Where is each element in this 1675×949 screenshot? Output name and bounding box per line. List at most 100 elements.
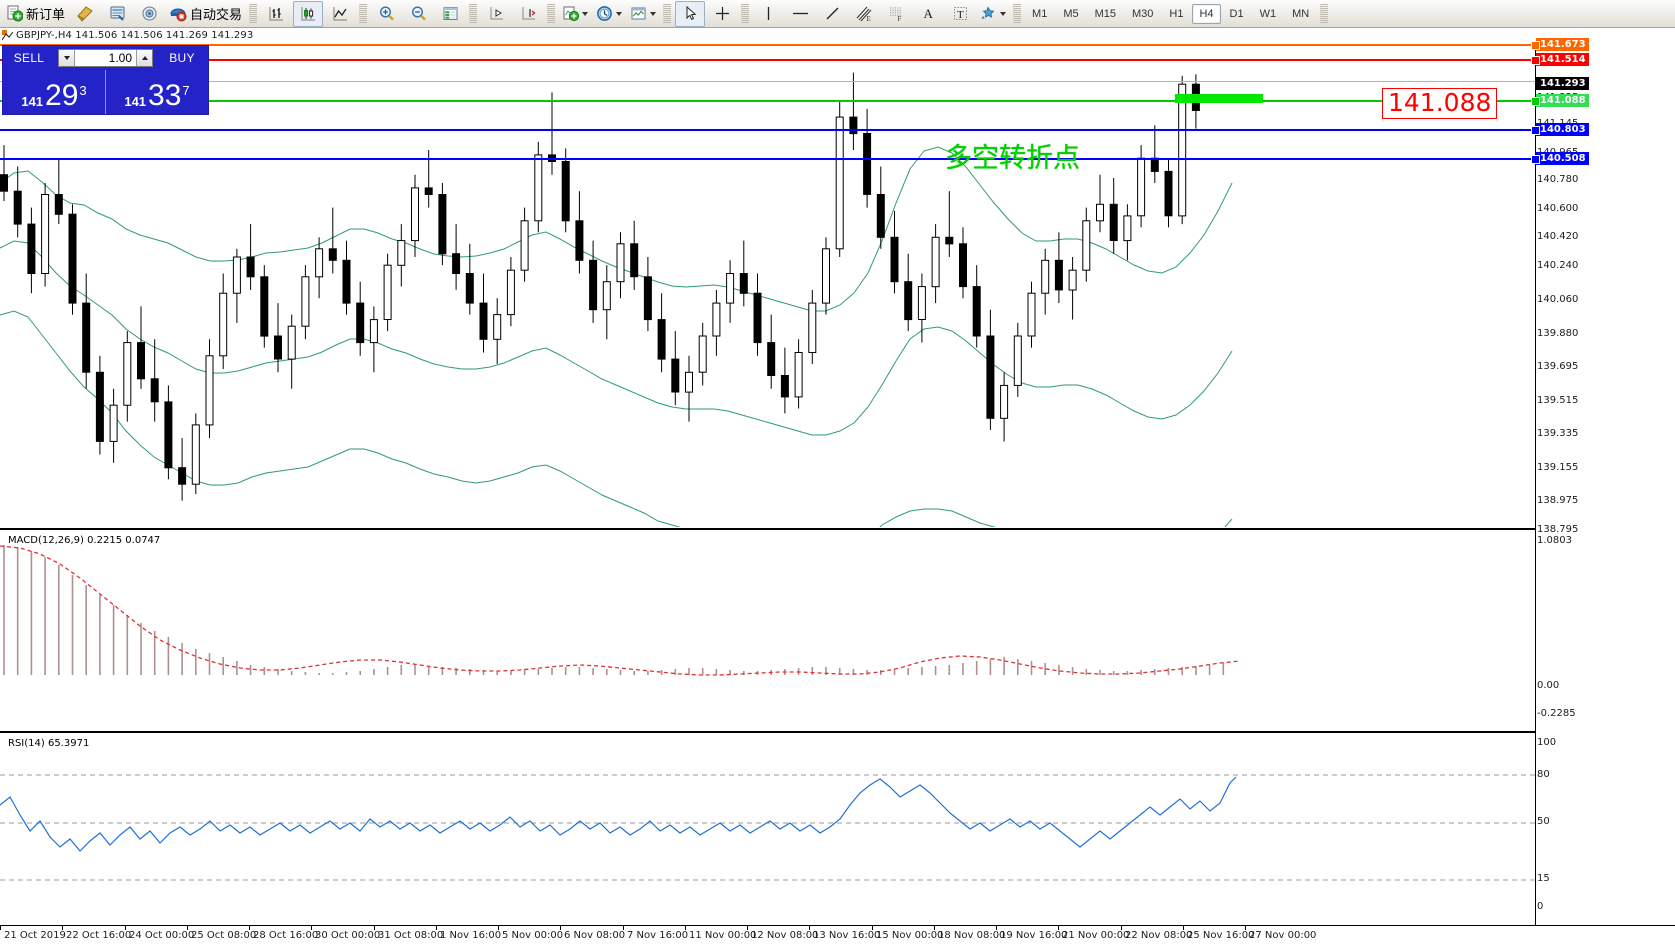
price-tag-140803[interactable]: 140.803: [1536, 123, 1589, 136]
indicators-button[interactable]: [559, 1, 591, 27]
chevron-down-icon[interactable]: [616, 11, 623, 16]
timeframe-m15[interactable]: M15: [1094, 7, 1116, 20]
chart-body[interactable]: 多空转折点 MACD(12,26,9) 0.2215 0.0747 RSI(14…: [0, 38, 1675, 927]
price-line-141088-support[interactable]: [0, 100, 1535, 102]
sell-price-mid: 29: [45, 79, 79, 112]
line-chart-button[interactable]: [325, 1, 355, 27]
date-tick: [187, 925, 188, 930]
text-icon: A: [921, 5, 936, 22]
chevron-down-icon[interactable]: [582, 11, 589, 16]
price-line-140803[interactable]: [0, 129, 1535, 131]
price-line-141673[interactable]: [0, 44, 1535, 46]
data-window-button[interactable]: [435, 1, 465, 27]
fibonacci-icon: F: [887, 5, 906, 22]
cursor-button[interactable]: [675, 0, 706, 27]
text-button[interactable]: A: [913, 1, 943, 27]
metaeditor-button[interactable]: [70, 1, 100, 27]
candlestick-chart-button[interactable]: [293, 0, 324, 27]
date-axis[interactable]: 21 Oct 2019 22 Oct 16:00 24 Oct 00:00 25 Oc…: [0, 925, 1675, 949]
autotrading-button[interactable]: 自动交易: [166, 1, 245, 27]
timeframe-m5[interactable]: M5: [1063, 7, 1079, 20]
date-axis-label: 19 Nov 16:00: [1000, 930, 1068, 941]
date-axis-label: 18 Nov 08:00: [938, 930, 1006, 941]
date-tick: [685, 925, 686, 930]
timeframe-d1[interactable]: D1: [1229, 7, 1244, 20]
new-order-button[interactable]: 新订单: [3, 1, 68, 27]
timeframe-m30[interactable]: M30: [1132, 7, 1154, 20]
price-tag-141514[interactable]: 141.514: [1536, 53, 1589, 66]
sell-price-button[interactable]: 141 29 3: [3, 70, 105, 114]
date-axis-label: 12 Nov 08:00: [751, 930, 819, 941]
timeframe-m1[interactable]: M1: [1032, 7, 1048, 20]
fibonacci-button[interactable]: F: [881, 1, 911, 27]
date-tick: [498, 925, 499, 930]
chevron-down-icon[interactable]: [1000, 11, 1007, 16]
shapes-button[interactable]: [977, 1, 1009, 27]
vertical-line-icon: [762, 5, 775, 22]
terminal-button[interactable]: [102, 1, 132, 27]
chart-shift-button[interactable]: [481, 1, 511, 27]
rsi-indicator-label[interactable]: RSI(14) 65.3971: [6, 738, 92, 749]
one-click-trading-panel[interactable]: SELL 1.00 BUY 141 29 3 141 33 7: [2, 45, 209, 115]
volume-decrease-button[interactable]: [59, 50, 75, 66]
timeframe-w1[interactable]: W1: [1259, 7, 1277, 20]
date-axis-label: 31 Oct 08:00: [378, 930, 444, 941]
volume-increase-button[interactable]: [136, 50, 152, 66]
terminal-icon: [109, 5, 126, 22]
sell-label[interactable]: SELL: [13, 51, 45, 65]
price-tag-141088[interactable]: 141.088: [1536, 94, 1589, 107]
zoom-in-button[interactable]: [371, 1, 401, 27]
price-pane[interactable]: 多空转折点: [0, 43, 1535, 527]
auto-scroll-button[interactable]: [513, 1, 543, 27]
date-axis-label: 15 Nov 00:00: [876, 930, 944, 941]
price-tag-handle-141514[interactable]: [1531, 56, 1540, 65]
highlight-rectangle[interactable]: [1175, 94, 1263, 103]
macd-indicator-label[interactable]: MACD(12,26,9) 0.2215 0.0747: [6, 535, 163, 546]
zoom-out-button[interactable]: [403, 1, 433, 27]
date-tick: [311, 925, 312, 930]
rsi-tick-50: 50: [1537, 816, 1550, 827]
templates-button[interactable]: [627, 1, 659, 27]
toolbar-separator-2: [359, 3, 368, 24]
chart-note-text[interactable]: 多空转折点: [945, 143, 1080, 174]
date-tick: [1183, 925, 1184, 930]
channel-button[interactable]: E: [849, 1, 879, 27]
volume-value[interactable]: 1.00: [108, 51, 132, 65]
macd-pane[interactable]: MACD(12,26,9) 0.2215 0.0747: [0, 532, 1535, 731]
buy-price-button[interactable]: 141 33 7: [105, 70, 208, 114]
timeframe-h4[interactable]: H4: [1192, 3, 1221, 24]
date-tick: [809, 925, 810, 930]
price-tag-handle-141088[interactable]: [1531, 97, 1540, 106]
price-line-140508[interactable]: [0, 158, 1535, 160]
rsi-pane[interactable]: RSI(14) 65.3971: [0, 735, 1535, 927]
price-tag-140508[interactable]: 140.508: [1536, 152, 1589, 165]
price-tag-141673[interactable]: 141.673: [1536, 38, 1589, 51]
crosshair-button[interactable]: [707, 1, 737, 27]
horizontal-line-button[interactable]: [785, 1, 815, 27]
price-line-141514[interactable]: [0, 59, 1535, 61]
date-tick: [747, 925, 748, 930]
periods-button[interactable]: [593, 1, 625, 27]
price-tag-handle-140508[interactable]: [1531, 155, 1540, 164]
bar-chart-button[interactable]: [261, 1, 291, 27]
level-callout-box[interactable]: 141.088: [1382, 88, 1498, 119]
clock-icon: [596, 5, 613, 22]
volume-stepper[interactable]: 1.00: [58, 49, 153, 67]
date-axis-label: 27 Nov 00:00: [1249, 930, 1317, 941]
date-axis-label: 5 Nov 00:00: [502, 930, 564, 941]
buy-price-mid: 33: [148, 79, 182, 112]
new-order-label: 新订单: [26, 8, 66, 23]
buy-label[interactable]: BUY: [169, 51, 195, 65]
price-tag-handle-141673[interactable]: [1531, 41, 1540, 50]
buy-price-sup: 7: [182, 83, 190, 98]
navigator-button[interactable]: [134, 1, 164, 27]
vertical-line-button[interactable]: [753, 1, 783, 27]
price-scale[interactable]: 141.325 141.145 140.965 140.780 140.600 …: [1531, 38, 1675, 925]
chevron-down-icon[interactable]: [650, 11, 657, 16]
timeframe-mn[interactable]: MN: [1292, 7, 1310, 20]
text-label-button[interactable]: T: [945, 1, 975, 27]
price-tag-handle-140803[interactable]: [1531, 126, 1540, 135]
zoom-in-icon: [378, 5, 395, 22]
timeframe-h1[interactable]: H1: [1169, 7, 1184, 20]
trendline-button[interactable]: [817, 1, 847, 27]
